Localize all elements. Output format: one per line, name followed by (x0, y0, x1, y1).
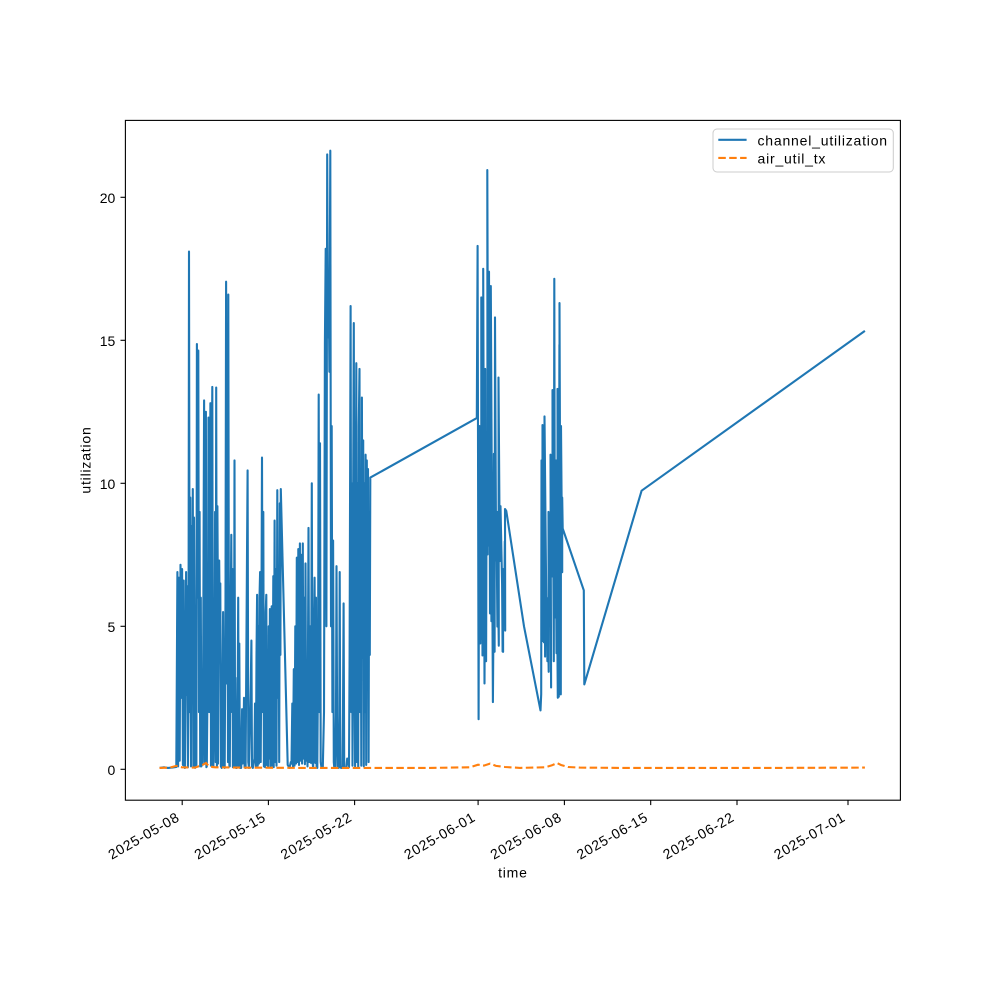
svg-text:time: time (498, 865, 528, 881)
svg-text:utilization: utilization (78, 426, 94, 493)
svg-text:air_util_tx: air_util_tx (758, 151, 827, 167)
svg-text:0: 0 (108, 762, 116, 778)
svg-text:15: 15 (100, 333, 116, 349)
svg-text:5: 5 (108, 619, 116, 635)
svg-text:channel_utilization: channel_utilization (758, 133, 888, 149)
svg-text:20: 20 (100, 190, 116, 206)
svg-text:10: 10 (100, 476, 116, 492)
